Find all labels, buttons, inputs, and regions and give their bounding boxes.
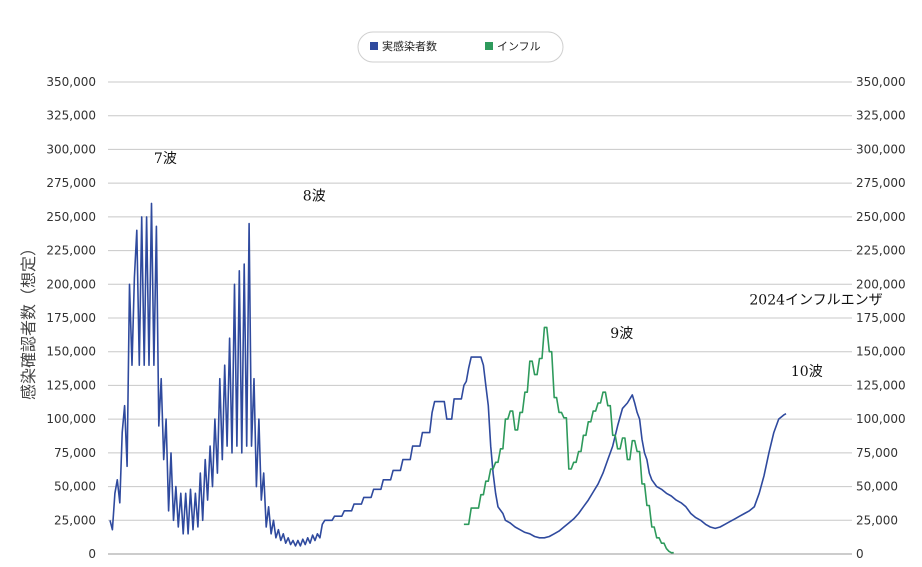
annotations: 7波8波9波2024インフルエンザ10波11波 <box>154 151 883 380</box>
y-axis-label: 感染確認者数（想定） <box>19 240 38 400</box>
gridlines <box>108 81 852 555</box>
y-tick-label-left: 0 <box>88 547 96 561</box>
y-tick-label-left: 275,000 <box>46 176 96 190</box>
y-tick-label-right: 275,000 <box>856 176 906 190</box>
legend-swatch-influenza <box>485 42 493 50</box>
series-line-infections <box>109 202 787 547</box>
y-tick-label-left: 75,000 <box>54 446 96 460</box>
series-lines <box>109 202 787 554</box>
y-tick-label-left: 325,000 <box>46 109 96 123</box>
y-tick-label-right: 300,000 <box>856 142 906 156</box>
y-tick-label-left: 175,000 <box>46 311 96 325</box>
y-tick-label-right: 100,000 <box>856 412 906 426</box>
y-axis-left-ticks: 0 25,000 50,000 75,000 100,000 125,000 150,000… <box>46 75 96 561</box>
annotation-label: 2024インフルエンザ <box>749 293 882 309</box>
annotation-label: 10波 <box>791 364 823 380</box>
y-tick-label-right: 0 <box>856 547 864 561</box>
legend: 実感染者数 インフル <box>357 31 564 63</box>
legend-label-influenza: インフル <box>497 40 541 53</box>
y-tick-label-left: 250,000 <box>46 210 96 224</box>
y-tick-label-right: 325,000 <box>856 109 906 123</box>
series-line-influenza <box>463 326 674 554</box>
y-tick-label-left: 25,000 <box>54 513 96 527</box>
y-tick-label-left: 150,000 <box>46 345 96 359</box>
annotation-label: 8波 <box>303 189 326 205</box>
y-tick-label-left: 125,000 <box>46 378 96 392</box>
y-tick-label-left: 300,000 <box>46 142 96 156</box>
y-tick-label-right: 350,000 <box>856 75 906 89</box>
y-tick-label-right: 200,000 <box>856 277 906 291</box>
annotation-label: 9波 <box>610 326 633 342</box>
legend-box <box>357 31 564 63</box>
y-tick-label-right: 125,000 <box>856 378 906 392</box>
y-tick-label-left: 50,000 <box>54 480 96 494</box>
y-tick-label-right: 175,000 <box>856 311 906 325</box>
legend-label-infections: 実感染者数 <box>382 39 437 53</box>
legend-swatch-infections <box>370 42 378 50</box>
y-tick-label-left: 200,000 <box>46 277 96 291</box>
y-tick-label-right: 150,000 <box>856 345 906 359</box>
y-tick-label-right: 250,000 <box>856 210 906 224</box>
y-tick-label-left: 225,000 <box>46 244 96 258</box>
y-tick-label-right: 225,000 <box>856 244 906 258</box>
y-tick-label-right: 25,000 <box>856 513 898 527</box>
annotation-label: 7波 <box>154 151 177 167</box>
y-tick-label-right: 75,000 <box>856 446 898 460</box>
y-tick-label-left: 100,000 <box>46 412 96 426</box>
y-tick-label-right: 50,000 <box>856 480 898 494</box>
y-axis-right-ticks: 0 25,000 50,000 75,000 100,000 125,000 150,000… <box>856 75 906 561</box>
y-tick-label-left: 350,000 <box>46 75 96 89</box>
